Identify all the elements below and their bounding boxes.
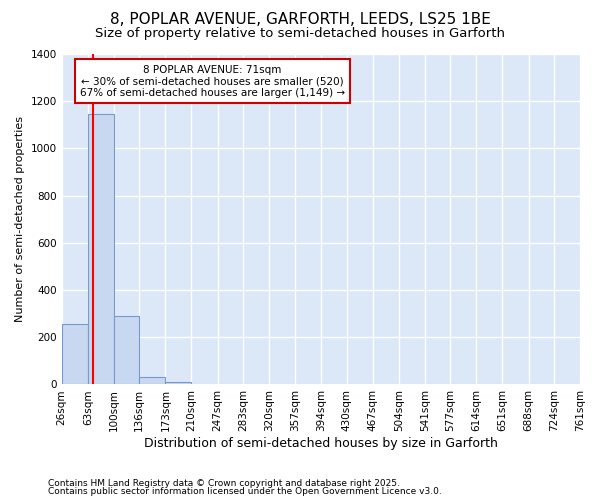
Text: 8, POPLAR AVENUE, GARFORTH, LEEDS, LS25 1BE: 8, POPLAR AVENUE, GARFORTH, LEEDS, LS25 … <box>110 12 490 28</box>
Bar <box>88 114 114 384</box>
Text: Size of property relative to semi-detached houses in Garforth: Size of property relative to semi-detach… <box>95 28 505 40</box>
Text: Contains public sector information licensed under the Open Government Licence v3: Contains public sector information licen… <box>48 487 442 496</box>
Text: 8 POPLAR AVENUE: 71sqm
← 30% of semi-detached houses are smaller (520)
67% of se: 8 POPLAR AVENUE: 71sqm ← 30% of semi-det… <box>80 64 345 98</box>
Y-axis label: Number of semi-detached properties: Number of semi-detached properties <box>15 116 25 322</box>
Bar <box>166 382 191 384</box>
Bar <box>114 316 139 384</box>
X-axis label: Distribution of semi-detached houses by size in Garforth: Distribution of semi-detached houses by … <box>144 437 498 450</box>
Bar <box>139 378 166 384</box>
Bar <box>62 324 88 384</box>
Text: Contains HM Land Registry data © Crown copyright and database right 2025.: Contains HM Land Registry data © Crown c… <box>48 478 400 488</box>
